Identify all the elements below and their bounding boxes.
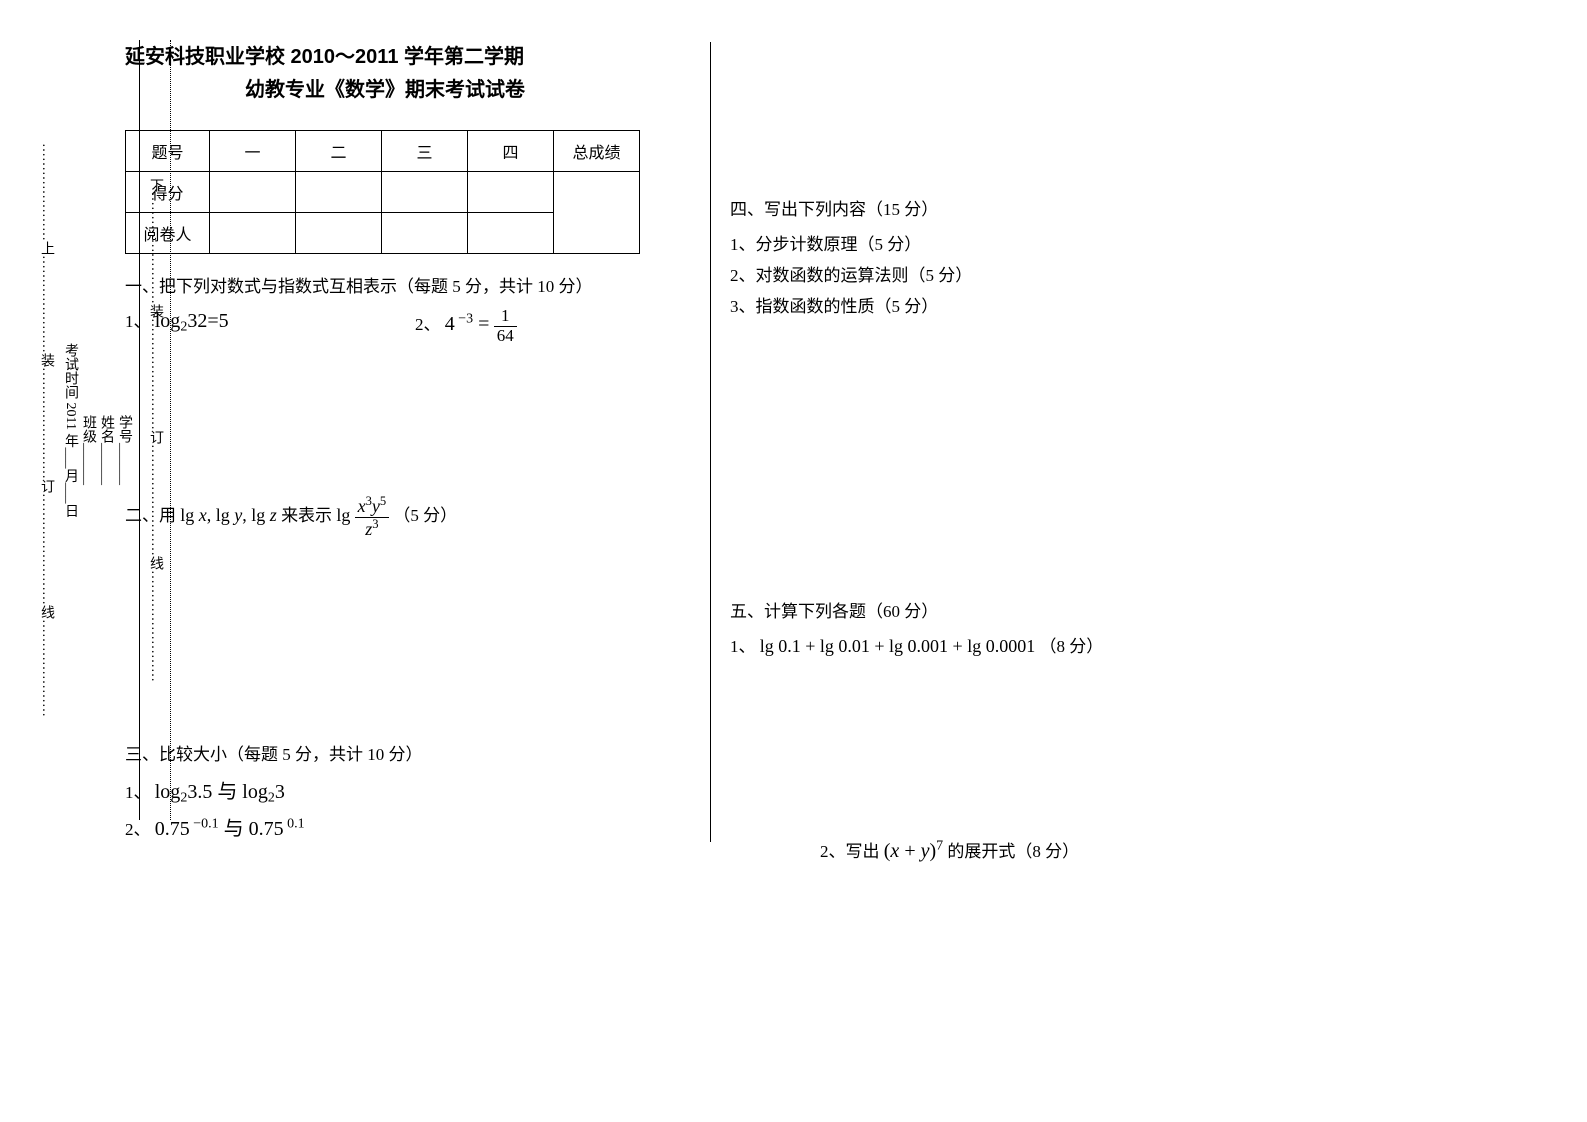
col-head: 二: [296, 131, 382, 172]
header-line2: 幼教专业《数学》期末考试试卷: [245, 73, 705, 102]
table-cell: [468, 172, 554, 213]
section-2-title: 二、用 lg x, lg y, lg z 来表示 lg x3y5 z3 （5 分…: [125, 495, 705, 540]
table-cell: [296, 172, 382, 213]
table-row: 题号 一 二 三 四 总成绩: [126, 131, 640, 172]
spine-name: 姓名______: [97, 415, 115, 485]
q-suffix: 的展开式（8 分）: [947, 842, 1079, 861]
q1-2: 2、 4 −3 = 1 64: [415, 307, 705, 345]
spine-class: 班级______: [79, 415, 97, 485]
q4-3: 3、指数函数的性质（5 分）: [730, 292, 1270, 317]
page-right: 四、写出下列内容（15 分） 1、分步计数原理（5 分） 2、对数函数的运算法则…: [730, 40, 1270, 869]
q-prefix: 2、: [125, 820, 151, 839]
header-line1: 延安科技职业学校 2010～2011 学年第二学期: [125, 40, 705, 69]
q-math: (x + y)7: [884, 840, 943, 862]
q-math: 0.75 −0.1 与 0.75 0.1: [155, 818, 305, 840]
q5-2: 2、写出 (x + y)7 的展开式（8 分）: [730, 837, 1270, 863]
q-prefix: 2、: [415, 315, 441, 334]
table-cell: [210, 172, 296, 213]
frac-num: x3y5: [355, 495, 390, 518]
frac-num: 1: [494, 307, 517, 327]
s2-mid: 来表示: [281, 507, 332, 526]
section-1-questions: 1、 log232=5 2、 4 −3 = 1 64: [125, 307, 705, 345]
row-label: 题号: [126, 131, 210, 172]
q4-1: 1、分步计数原理（5 分）: [730, 230, 1270, 255]
score-table: 题号 一 二 三 四 总成绩 得分 阅卷人: [125, 130, 640, 254]
q4-2: 2、对数函数的运算法则（5 分）: [730, 261, 1270, 286]
frac-den: z3: [355, 518, 390, 540]
s2-pre: 二、用: [125, 507, 176, 526]
spine-outer-line: …………………上…………………装……………………订……………………线…………………: [37, 40, 55, 820]
col-head: 四: [468, 131, 554, 172]
q-prefix: 1、: [730, 637, 756, 656]
q3-2: 2、 0.75 −0.1 与 0.75 0.1: [125, 812, 705, 841]
table-cell: [554, 172, 640, 254]
q-prefix: 2、写出: [820, 842, 880, 861]
q-math-lhs: 4 −3 =: [445, 313, 490, 335]
q3-1: 1、 log23.5 与 log23: [125, 775, 705, 807]
q-math: log23.5 与 log23: [155, 781, 285, 803]
fraction: x3y5 z3: [355, 495, 390, 540]
q-prefix: 1、: [125, 783, 151, 802]
page-divider: [710, 42, 711, 842]
section-4-title: 四、写出下列内容（15 分）: [730, 195, 1270, 220]
col-head: 一: [210, 131, 296, 172]
table-row: 得分: [126, 172, 640, 213]
section-3-title: 三、比较大小（每题 5 分，共计 10 分）: [125, 740, 705, 765]
section-5-title: 五、计算下列各题（60 分）: [730, 597, 1270, 622]
spine-labels: 考试时间 2011 年___月___日 班级______ 姓名______ 学号…: [61, 40, 133, 820]
s2-post: （5 分）: [393, 507, 457, 526]
row-label: 得分: [126, 172, 210, 213]
col-head: 总成绩: [554, 131, 640, 172]
q5-1: 1、 lg 0.1 + lg 0.01 + lg 0.001 + lg 0.00…: [730, 632, 1270, 657]
page-left: 延安科技职业学校 2010～2011 学年第二学期 幼教专业《数学》期末考试试卷…: [125, 40, 705, 847]
frac-den: 64: [494, 327, 517, 346]
table-cell: [468, 213, 554, 254]
q-math: log232=5: [155, 310, 229, 332]
fraction: 1 64: [494, 307, 517, 345]
q-prefix: 1、: [125, 312, 151, 331]
s2-lg: lg: [336, 506, 350, 526]
spine-date: 考试时间 2011 年___月___日: [61, 343, 79, 517]
table-cell: [210, 213, 296, 254]
table-cell: [296, 213, 382, 254]
col-head: 三: [382, 131, 468, 172]
table-cell: [382, 213, 468, 254]
spine-outer-text: …………………上…………………装……………………订……………………线…………………: [37, 143, 55, 717]
section-1-title: 一、把下列对数式与指数式互相表示（每题 5 分，共计 10 分）: [125, 272, 705, 297]
q-math: lg 0.1 + lg 0.01 + lg 0.001 + lg 0.0001: [760, 636, 1035, 656]
s2-vars: lg x, lg y, lg z: [180, 506, 277, 526]
q-suffix: （8 分）: [1039, 637, 1103, 656]
table-cell: [382, 172, 468, 213]
row-label: 阅卷人: [126, 213, 210, 254]
q1-1: 1、 log232=5: [125, 307, 415, 345]
